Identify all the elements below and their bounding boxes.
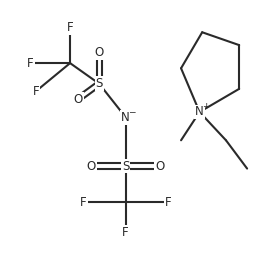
Text: O: O (95, 46, 104, 59)
Text: −: − (128, 107, 136, 116)
Text: O: O (155, 160, 164, 173)
Text: F: F (67, 21, 73, 34)
Text: S: S (122, 160, 129, 173)
Text: F: F (164, 196, 171, 209)
Text: S: S (96, 77, 103, 90)
Text: O: O (73, 93, 83, 106)
Text: F: F (80, 196, 87, 209)
Text: N: N (121, 111, 130, 124)
Text: N: N (195, 106, 204, 119)
Text: +: + (202, 102, 210, 111)
Text: F: F (122, 226, 129, 239)
Text: O: O (87, 160, 96, 173)
Text: F: F (27, 57, 34, 70)
Text: F: F (32, 85, 39, 98)
